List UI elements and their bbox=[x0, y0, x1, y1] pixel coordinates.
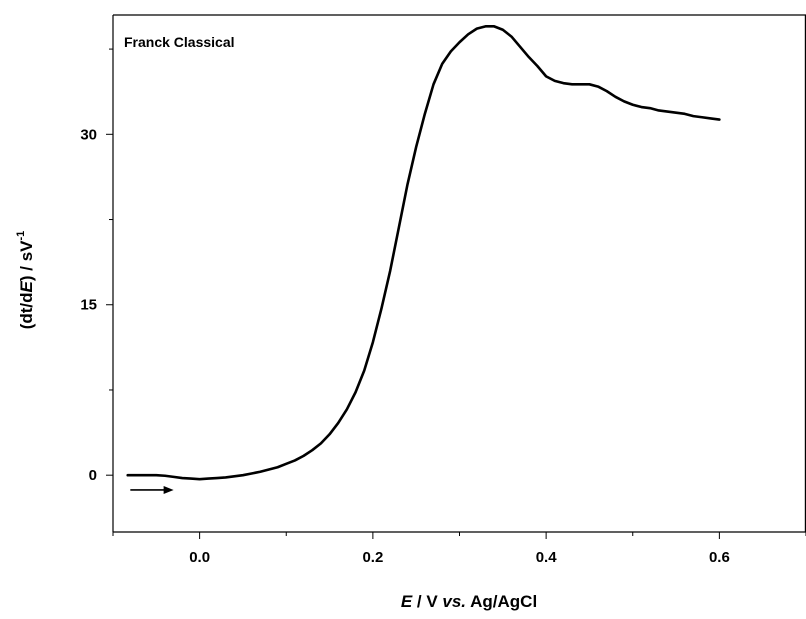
x-axis-title-variable: E bbox=[401, 592, 413, 611]
y-axis-title-variable: E bbox=[17, 280, 36, 292]
x-tick-label: 0.2 bbox=[362, 549, 383, 566]
curve-layer bbox=[126, 25, 721, 494]
label-layer: Franck Classical E / V vs. Ag/AgCl (dt/d… bbox=[15, 34, 537, 611]
y-axis-title: (dt/dE) / sV-1 bbox=[15, 231, 36, 330]
chart-title: Franck Classical bbox=[124, 34, 235, 50]
x-axis-title-unit: / V bbox=[412, 592, 442, 611]
y-axis-title-unit: ) / sV bbox=[17, 240, 36, 281]
x-axis-title-vs: vs. bbox=[442, 592, 466, 611]
x-axis-title: E / V vs. Ag/AgCl bbox=[401, 592, 537, 611]
x-axis-title-reference: Ag/AgCl bbox=[466, 592, 537, 611]
x-tick-label: 0.0 bbox=[189, 549, 210, 566]
scan-direction-arrow-head bbox=[163, 485, 174, 494]
y-tick-label: 15 bbox=[80, 297, 97, 314]
y-tick-label: 0 bbox=[89, 467, 97, 484]
x-tick-label: 0.4 bbox=[536, 549, 558, 566]
y-axis-title-exponent: -1 bbox=[15, 231, 27, 241]
y-axis-title-open: (dt/d bbox=[17, 292, 36, 329]
data-series-line bbox=[126, 25, 721, 481]
y-tick-label: 30 bbox=[80, 126, 97, 143]
axes-layer: 0.0 0.2 0.4 0.6 0 15 30 bbox=[80, 14, 806, 566]
x-tick-label: 0.6 bbox=[709, 549, 730, 566]
